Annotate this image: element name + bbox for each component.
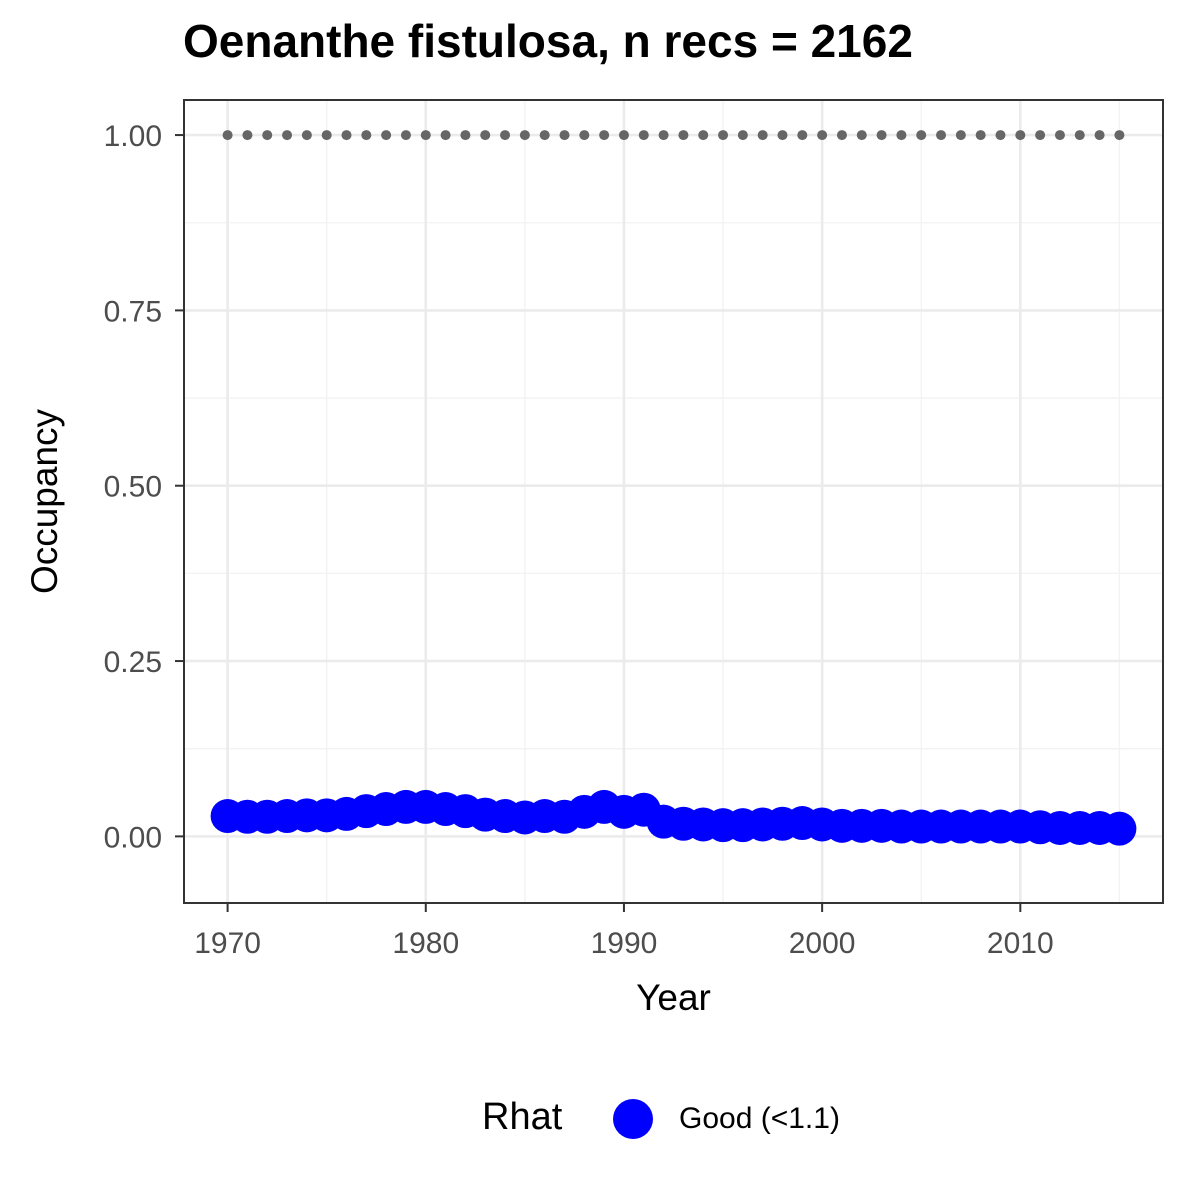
reference-point bbox=[381, 130, 392, 141]
reference-point bbox=[936, 130, 947, 141]
x-tick-label: 2010 bbox=[987, 927, 1054, 960]
reference-point bbox=[519, 130, 530, 141]
reference-point bbox=[836, 130, 847, 141]
reference-point bbox=[876, 130, 887, 141]
reference-point bbox=[480, 130, 491, 141]
reference-point bbox=[1114, 130, 1125, 141]
reference-point bbox=[896, 130, 907, 141]
reference-points bbox=[222, 130, 1125, 141]
reference-point bbox=[975, 130, 986, 141]
reference-point bbox=[1054, 130, 1065, 141]
reference-point bbox=[282, 130, 293, 141]
x-tick-label: 1990 bbox=[591, 927, 658, 960]
y-tick-label: 0.50 bbox=[104, 471, 162, 504]
plot-area: 1970 1980 1990 2000 2010 0.00 0.25 0.50 0.75 1.0… bbox=[24, 99, 1164, 1018]
reference-point bbox=[440, 130, 451, 141]
reference-point bbox=[222, 130, 233, 141]
x-axis-title: Year bbox=[636, 977, 711, 1018]
reference-point bbox=[599, 130, 610, 141]
reference-point bbox=[559, 130, 570, 141]
reference-point bbox=[321, 130, 332, 141]
reference-point bbox=[817, 130, 828, 141]
y-axis: 0.00 0.25 0.50 0.75 1.00 bbox=[104, 120, 184, 854]
occupancy-point bbox=[1102, 811, 1137, 846]
reference-point bbox=[262, 130, 273, 141]
y-tick-label: 0.00 bbox=[104, 821, 162, 854]
reference-point bbox=[757, 130, 768, 141]
reference-point bbox=[301, 130, 312, 141]
reference-point bbox=[1094, 130, 1105, 141]
reference-point bbox=[618, 130, 629, 141]
y-tick-label: 0.75 bbox=[104, 295, 162, 328]
reference-point bbox=[797, 130, 808, 141]
reference-point bbox=[460, 130, 471, 141]
reference-point bbox=[242, 130, 253, 141]
x-tick-label: 1970 bbox=[194, 927, 261, 960]
y-tick-label: 1.00 bbox=[104, 120, 162, 153]
reference-point bbox=[638, 130, 649, 141]
major-gridlines bbox=[184, 100, 1163, 903]
legend-label-good: Good (<1.1) bbox=[679, 1102, 840, 1135]
reference-point bbox=[955, 130, 966, 141]
reference-point bbox=[1015, 130, 1026, 141]
x-tick-label: 2000 bbox=[789, 927, 856, 960]
reference-point bbox=[678, 130, 689, 141]
occupancy-points bbox=[210, 789, 1137, 846]
reference-point bbox=[361, 130, 372, 141]
x-axis: 1970 1980 1990 2000 2010 bbox=[194, 903, 1054, 960]
reference-point bbox=[916, 130, 927, 141]
panel-border bbox=[183, 99, 1164, 904]
reference-point bbox=[718, 130, 729, 141]
reference-point bbox=[341, 130, 352, 141]
reference-point bbox=[1035, 130, 1046, 141]
y-axis-title: Occupancy bbox=[24, 408, 65, 594]
reference-point bbox=[856, 130, 867, 141]
legend-title: Rhat bbox=[482, 1096, 563, 1138]
reference-point bbox=[400, 130, 411, 141]
reference-point bbox=[698, 130, 709, 141]
reference-point bbox=[995, 130, 1006, 141]
legend-key-good-icon bbox=[613, 1099, 653, 1139]
reference-point bbox=[420, 130, 431, 141]
reference-point bbox=[579, 130, 590, 141]
reference-point bbox=[777, 130, 788, 141]
reference-point bbox=[1074, 130, 1085, 141]
y-tick-label: 0.25 bbox=[104, 646, 162, 679]
reference-point bbox=[539, 130, 550, 141]
x-tick-label: 1980 bbox=[392, 927, 459, 960]
reference-point bbox=[658, 130, 669, 141]
reference-point bbox=[500, 130, 511, 141]
chart-title: Oenanthe fistulosa, n recs = 2162 bbox=[183, 15, 913, 67]
minor-gridlines bbox=[184, 100, 1163, 903]
legend: Rhat Good (<1.1) bbox=[0, 1090, 1200, 1150]
reference-point bbox=[737, 130, 748, 141]
